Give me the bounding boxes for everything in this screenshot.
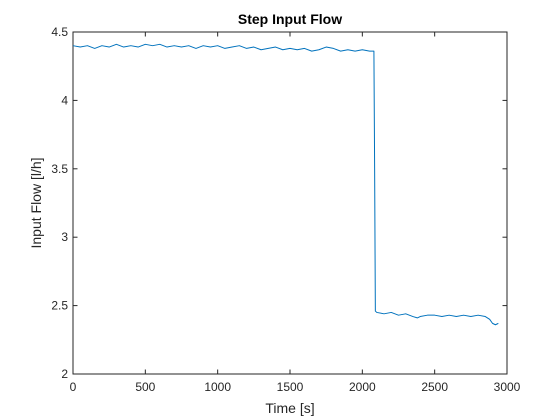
x-tick-label: 2500 xyxy=(421,380,448,394)
series-group xyxy=(72,43,499,326)
y-tick-label: 3 xyxy=(61,230,68,244)
y-axis-label: Input Flow [l/h] xyxy=(28,157,44,248)
y-tick-label: 4.5 xyxy=(51,25,68,39)
x-axis-label: Time [s] xyxy=(265,400,314,416)
y-tick-label: 3.5 xyxy=(51,162,68,176)
y-tick-label: 2.5 xyxy=(51,299,68,313)
x-tick-label: 500 xyxy=(135,380,155,394)
x-tick-label: 1000 xyxy=(204,380,231,394)
series-line-0 xyxy=(72,43,499,326)
x-tick-label: 2000 xyxy=(349,380,376,394)
chart-title: Step Input Flow xyxy=(238,11,342,27)
x-tick-label: 3000 xyxy=(494,380,521,394)
tick-labels: 0 500 1000 1500 2000 2500 3000 2 2.5 3 3.5 4 4.5 xyxy=(51,25,520,394)
plot-area xyxy=(72,31,508,375)
y-tick-label: 4 xyxy=(61,93,68,107)
y-tick-label: 2 xyxy=(61,367,68,381)
x-tick-label: 1500 xyxy=(277,380,304,394)
axis-ticks xyxy=(72,31,508,375)
x-tick-label: 0 xyxy=(70,380,77,394)
